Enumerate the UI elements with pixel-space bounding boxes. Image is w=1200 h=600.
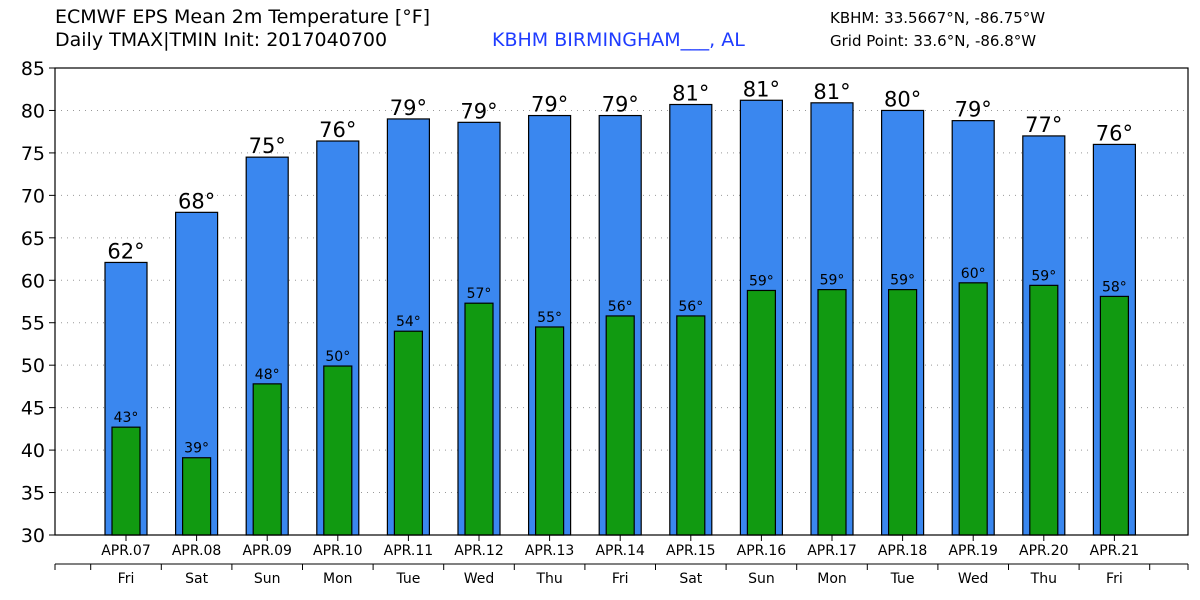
x-tick-label: APR.17 <box>807 543 857 559</box>
day-label: Fri <box>118 571 135 587</box>
y-tick-label: 65 <box>21 228 45 250</box>
day-label: Tue <box>395 571 420 587</box>
x-tick-label: APR.08 <box>172 543 222 559</box>
tmin-label: 39° <box>184 441 209 457</box>
y-tick-label: 30 <box>21 525 45 547</box>
x-tick-label: APR.10 <box>313 543 363 559</box>
x-tick-label: APR.09 <box>242 543 292 559</box>
y-tick-label: 40 <box>21 440 45 462</box>
y-tick-label: 45 <box>21 398 45 420</box>
tmin-label: 56° <box>608 299 633 315</box>
y-tick-label: 75 <box>21 143 45 165</box>
tmin-label: 43° <box>114 410 139 426</box>
tmax-label: 79° <box>460 99 497 123</box>
grid-point-coordinates: Grid Point: 33.6°N, -86.8°W <box>830 32 1037 50</box>
tmax-label: 79° <box>531 93 568 117</box>
day-label: Thu <box>535 571 562 587</box>
tmin-bar <box>1029 284 1059 536</box>
day-label: Mon <box>323 571 353 587</box>
x-tick-label: APR.15 <box>666 543 716 559</box>
day-label: Thu <box>1030 571 1057 587</box>
x-tick-label: APR.13 <box>525 543 575 559</box>
tmin-bar <box>323 365 353 536</box>
tmin-label: 50° <box>325 349 350 365</box>
station-name: KBHM BIRMINGHAM___, AL <box>492 29 745 51</box>
x-tick-label: APR.20 <box>1019 543 1069 559</box>
tmax-label: 79° <box>602 93 639 117</box>
day-label: Wed <box>464 571 495 587</box>
tmax-label: 81° <box>672 82 709 106</box>
tmin-bar <box>958 282 988 536</box>
y-tick-label: 35 <box>21 483 45 505</box>
tmin-bar <box>111 426 141 536</box>
tmin-label: 59° <box>749 273 774 289</box>
tmin-bar <box>676 315 706 536</box>
x-tick-label: APR.12 <box>454 543 504 559</box>
tmin-label: 60° <box>961 266 986 282</box>
plot-frame <box>54 67 1189 536</box>
y-tick-label: 50 <box>21 355 45 377</box>
day-label: Sun <box>748 571 775 587</box>
x-tick-label: APR.18 <box>878 543 928 559</box>
tmin-bar <box>1099 295 1130 536</box>
tmax-label: 77° <box>1025 113 1062 137</box>
x-tick-label: APR.07 <box>101 543 151 559</box>
tmax-label: 75° <box>249 134 286 158</box>
y-tick-label: 80 <box>21 100 45 122</box>
x-tick-label: APR.19 <box>948 543 998 559</box>
tmin-label: 59° <box>1031 268 1056 284</box>
tmax-label: 76° <box>319 118 356 142</box>
tmin-label: 48° <box>255 367 280 383</box>
tmin-bar <box>746 289 777 536</box>
x-tick-label: APR.14 <box>595 543 645 559</box>
tmin-label: 57° <box>467 286 492 302</box>
day-label: Sun <box>254 571 281 587</box>
tmin-bar <box>534 326 565 536</box>
tmax-label: 76° <box>1096 121 1133 145</box>
tmin-label: 59° <box>890 273 915 289</box>
tmin-label: 54° <box>396 314 421 330</box>
day-label: Sat <box>185 571 208 587</box>
tmin-bar <box>464 302 494 536</box>
x-tick-label: APR.11 <box>384 543 434 559</box>
tmax-label: 81° <box>813 80 850 104</box>
day-label: Fri <box>612 571 629 587</box>
y-tick-label: 60 <box>21 270 45 292</box>
tmax-label: 80° <box>884 87 921 111</box>
tmin-label: 59° <box>820 273 845 289</box>
day-label: Tue <box>890 571 915 587</box>
tmin-bar <box>252 383 282 536</box>
tmax-label: 81° <box>743 77 780 101</box>
day-label: Sat <box>679 571 702 587</box>
tmin-label: 56° <box>678 299 703 315</box>
x-tick-label: APR.16 <box>737 543 787 559</box>
tmin-bar <box>887 289 918 536</box>
station-coordinates: KBHM: 33.5667°N, -86.75°W <box>830 9 1046 27</box>
day-label: Mon <box>817 571 847 587</box>
tmin-bar <box>605 315 635 536</box>
x-tick-label: APR.21 <box>1090 543 1140 559</box>
tmin-label: 55° <box>537 310 562 326</box>
tmax-label: 68° <box>178 189 215 213</box>
chart-subtitle: Daily TMAX|TMIN Init: 2017040700 <box>55 29 388 51</box>
tmax-label: 62° <box>107 239 144 263</box>
tmin-bar <box>393 330 423 536</box>
tmax-label: 79° <box>955 98 992 122</box>
tmin-label: 58° <box>1102 279 1127 295</box>
tmax-label: 79° <box>390 96 427 120</box>
y-tick-label: 85 <box>21 58 45 80</box>
y-tick-label: 70 <box>21 185 45 207</box>
day-label: Fri <box>1106 571 1123 587</box>
y-tick-label: 55 <box>21 313 45 335</box>
day-label: Wed <box>958 571 989 587</box>
tmin-bar <box>182 457 212 536</box>
tmin-bar <box>817 289 847 536</box>
chart-title: ECMWF EPS Mean 2m Temperature [°F] <box>55 6 431 28</box>
